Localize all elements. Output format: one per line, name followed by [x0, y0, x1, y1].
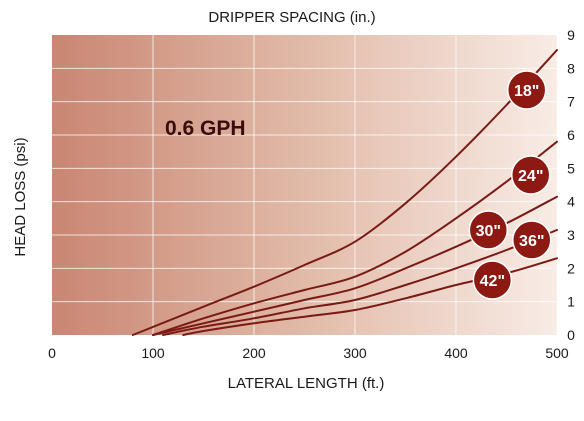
x-tick-label: 100	[141, 345, 165, 361]
badge-label: 36"	[519, 233, 544, 250]
x-tick-labels: 0 100 200 300 400 500	[48, 345, 569, 361]
badge-label: 42"	[480, 273, 505, 290]
y-tick-label: 2	[567, 260, 575, 276]
y-tick-labels: 0 1 2 3 4 5 6 7 8 9	[567, 27, 575, 343]
series-badge: 18"	[506, 70, 547, 110]
series-badges: 18" 24" 30" 36" 42"	[468, 70, 552, 300]
x-tick-label: 200	[242, 345, 266, 361]
y-tick-label: 6	[567, 127, 575, 143]
y-tick-label: 9	[567, 27, 575, 43]
badge-circle	[510, 155, 551, 195]
series-badge: 30"	[468, 210, 509, 250]
badge-label: 24"	[518, 168, 543, 185]
badge-circle	[512, 220, 552, 260]
x-tick-label: 300	[343, 345, 367, 361]
y-tick-label: 7	[567, 94, 575, 110]
series-line	[162, 229, 558, 336]
x-tick-label: 400	[444, 345, 468, 361]
series-badge: 24"	[510, 155, 551, 195]
x-tick-label: 0	[48, 345, 56, 361]
series-lines	[131, 49, 558, 336]
series-badge: 36"	[512, 220, 552, 260]
badge-circle	[472, 260, 513, 300]
badge-label: 18"	[514, 83, 539, 100]
y-axis-label: HEAD LOSS (psi)	[12, 137, 29, 256]
y-tick-label: 5	[567, 160, 575, 176]
y-tick-label: 3	[567, 227, 575, 243]
y-tick-label: 0	[567, 327, 575, 343]
x-axis-label: LATERAL LENGTH (ft.)	[228, 375, 385, 392]
badge-label: 30"	[476, 223, 501, 240]
y-tick-label: 8	[567, 60, 575, 76]
plot-background	[52, 35, 557, 335]
badge-circle	[468, 210, 509, 250]
chart-title: DRIPPER SPACING (in.)	[208, 9, 375, 26]
y-tick-label: 4	[567, 194, 575, 210]
series-line	[131, 49, 558, 336]
series-line	[152, 140, 558, 336]
x-tick-label: 500	[545, 345, 569, 361]
series-badge: 42"	[472, 260, 513, 300]
flow-rate-annotation: 0.6 GPH	[165, 117, 246, 140]
y-tick-label: 1	[567, 294, 575, 310]
badge-circle	[506, 70, 547, 110]
